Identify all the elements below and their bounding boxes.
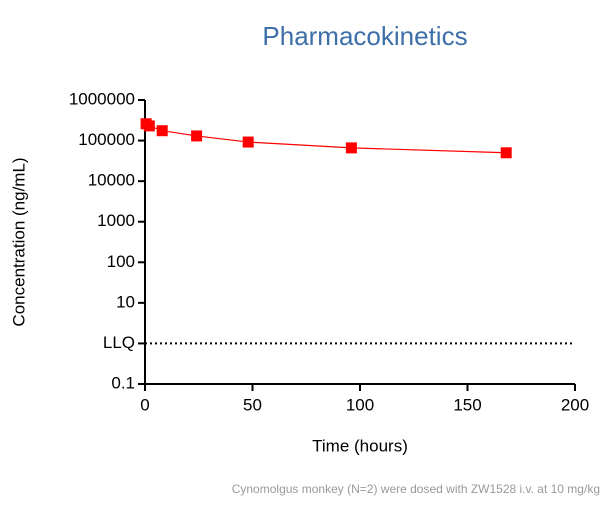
marker [500,147,512,159]
y-tick-label: 10000 [88,171,135,190]
marker [156,125,168,137]
x-tick-label: 0 [140,395,149,414]
y-tick-label: 1000000 [69,89,135,108]
y-tick-label: 1000 [97,211,135,230]
marker [242,136,254,148]
y-tick-label: LLQ [103,333,135,352]
x-tick-label: 200 [561,395,589,414]
y-tick-label: 100000 [78,130,135,149]
y-tick-label: 100 [107,252,135,271]
y-tick-label: 0.1 [111,373,135,392]
x-axis-label: Time (hours) [312,436,408,455]
chart-title: Pharmacokinetics [262,21,467,51]
footnote: Cynomolgus monkey (N=2) were dosed with … [232,482,600,496]
x-tick-label: 50 [243,395,262,414]
y-axis-label: Concentration (ng/mL) [9,157,28,326]
marker [191,130,203,142]
x-tick-label: 100 [346,395,374,414]
y-tick-label: 10 [116,292,135,311]
marker [345,142,357,154]
marker [143,120,155,132]
x-tick-label: 150 [453,395,481,414]
